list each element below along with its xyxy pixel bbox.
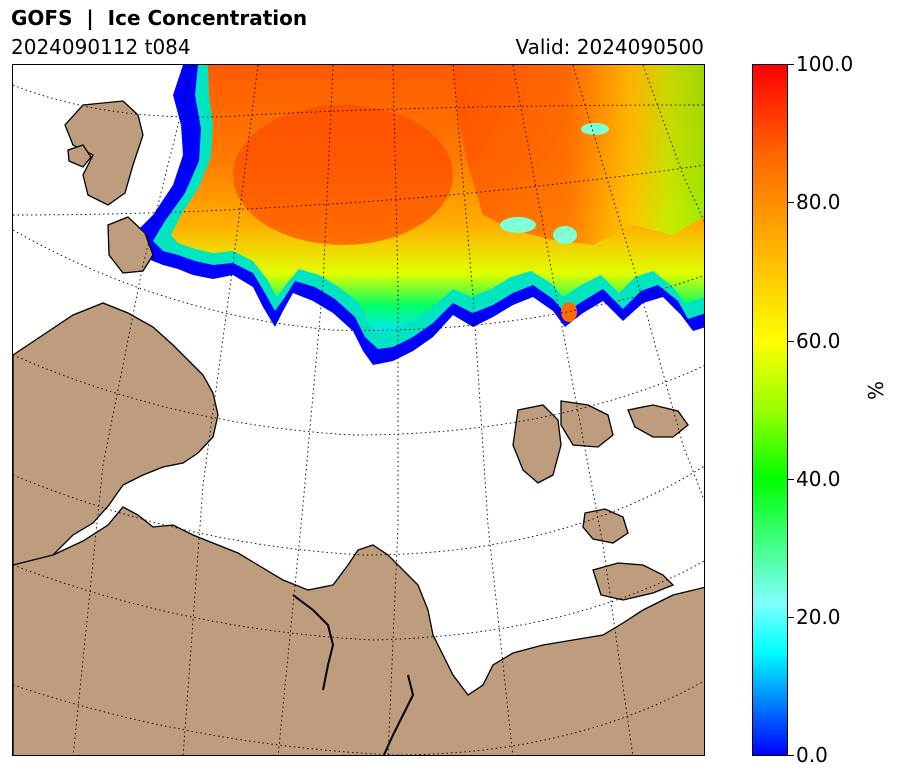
colorbar-tick xyxy=(788,341,794,342)
land-siberia xyxy=(13,506,704,755)
colorbar-tick xyxy=(788,64,794,65)
ice-polynya-3 xyxy=(581,123,609,135)
colorbar-tick xyxy=(788,479,794,480)
parallel-7 xyxy=(13,680,704,755)
colorbar-label-60: 60.0 xyxy=(796,329,841,353)
land-wrangel-area xyxy=(592,562,675,601)
meridian-7 xyxy=(572,65,704,502)
meridian-6 xyxy=(512,65,634,755)
colorbar-unit-label: % xyxy=(864,380,888,400)
colorbar-label-80: 80.0 xyxy=(796,190,841,214)
colorbar xyxy=(752,64,788,756)
colorbar-tick xyxy=(788,202,794,203)
colorbar-tick xyxy=(788,617,794,618)
meridian-8 xyxy=(642,65,704,222)
colorbar-label-0: 0.0 xyxy=(796,743,828,767)
land-nsi-2 xyxy=(560,400,614,448)
ice-core xyxy=(233,105,453,245)
plot-title: GOFS | Ice Concentration xyxy=(11,6,308,30)
parallel-5 xyxy=(13,465,704,556)
river-lena xyxy=(292,594,335,691)
land-nsi-1 xyxy=(512,404,562,484)
colorbar-label-100: 100.0 xyxy=(796,52,854,76)
river-kolyma xyxy=(382,674,415,755)
colorbar-tick xyxy=(788,755,794,756)
land-northwest-islands xyxy=(64,100,144,206)
colorbar-label-40: 40.0 xyxy=(796,467,841,491)
colorbar-label-20: 20.0 xyxy=(796,605,841,629)
ice-pack-east xyxy=(453,65,704,245)
valid-time-label: Valid: 2024090500 xyxy=(515,35,704,59)
land-peninsula xyxy=(107,216,154,274)
parallel-6 xyxy=(13,560,704,641)
ice-spot xyxy=(561,302,577,322)
land-small-island-1 xyxy=(67,144,92,168)
parallel-2 xyxy=(13,164,704,216)
ice-polynya-1 xyxy=(500,217,536,233)
ice-polynya-2 xyxy=(553,226,577,244)
ice-concentration-map xyxy=(12,64,705,756)
land-nsi-4 xyxy=(582,508,629,544)
land-taymyr xyxy=(13,302,219,574)
land-nsi-3 xyxy=(627,404,689,438)
model-run-label: 2024090112 t084 xyxy=(11,35,191,59)
parallel-4 xyxy=(13,354,704,436)
meridian-4 xyxy=(387,65,399,755)
meridian-3 xyxy=(277,65,334,755)
parallel-3 xyxy=(13,229,704,331)
